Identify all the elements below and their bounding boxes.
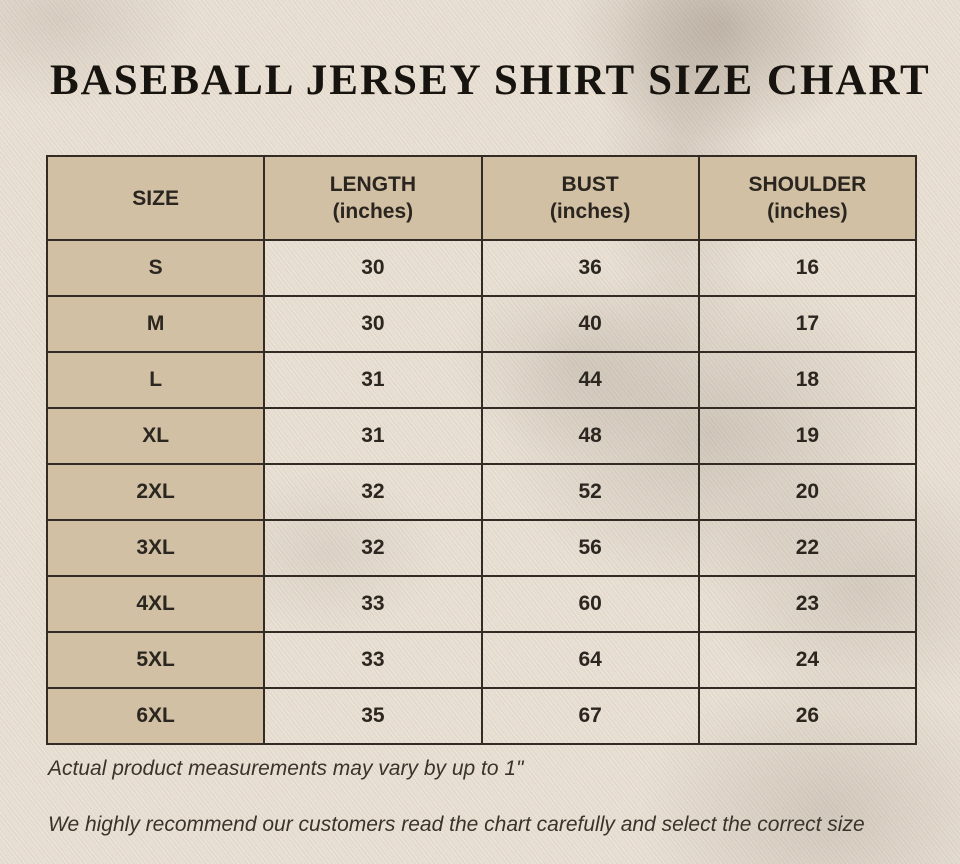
- bust-value-cell: 67: [480, 687, 700, 745]
- measurement-variance-note: Actual product measurements may vary by …: [48, 757, 524, 780]
- shoulder-value-cell: 17: [697, 295, 918, 353]
- length-value-cell: 30: [263, 295, 483, 353]
- table-row: 4XL 33 60 23: [45, 575, 918, 633]
- table-row: S 30 36 16: [45, 239, 918, 297]
- header-row: SIZE LENGTH (inches) BUST (inches) SHOULDE…: [45, 155, 918, 241]
- length-value-cell: 33: [263, 575, 483, 633]
- column-header-unit: (inches): [332, 200, 414, 223]
- length-value-cell: 31: [263, 351, 483, 409]
- length-value-cell: 32: [263, 519, 483, 577]
- bust-value-cell: 36: [480, 239, 700, 297]
- shoulder-value-cell: 19: [697, 407, 918, 465]
- length-value-cell: 35: [263, 687, 483, 745]
- length-value-cell: 30: [263, 239, 483, 297]
- column-header-length: LENGTH (inches): [263, 155, 483, 241]
- shoulder-value-cell: 26: [697, 687, 918, 745]
- length-value-cell: 33: [263, 631, 483, 689]
- shoulder-value-cell: 20: [697, 463, 918, 521]
- shoulder-value-cell: 24: [697, 631, 918, 689]
- length-value-cell: 32: [263, 463, 483, 521]
- column-header-bust: BUST (inches): [480, 155, 700, 241]
- length-value-cell: 31: [263, 407, 483, 465]
- size-label-cell: 3XL: [45, 519, 266, 577]
- column-header-label: SHOULDER: [748, 173, 867, 196]
- bust-value-cell: 44: [480, 351, 700, 409]
- bust-value-cell: 40: [480, 295, 700, 353]
- size-label-cell: S: [45, 239, 266, 297]
- bust-value-cell: 64: [480, 631, 700, 689]
- column-header-label: BUST: [561, 173, 619, 196]
- column-header-label: SIZE: [132, 186, 179, 210]
- table-row: L 31 44 18: [45, 351, 918, 409]
- column-header-label: LENGTH: [329, 173, 417, 196]
- table-row: 5XL 33 64 24: [45, 631, 918, 689]
- table-row: 6XL 35 67 26: [45, 687, 918, 745]
- column-header-size: SIZE: [45, 155, 266, 241]
- size-label-cell: XL: [45, 407, 266, 465]
- table-row: M 30 40 17: [45, 295, 918, 353]
- bust-value-cell: 52: [480, 463, 700, 521]
- size-label-cell: 4XL: [45, 575, 266, 633]
- size-label-cell: 5XL: [45, 631, 266, 689]
- table-row: 2XL 32 52 20: [45, 463, 918, 521]
- column-header-shoulder: SHOULDER (inches): [697, 155, 918, 241]
- table-row: XL 31 48 19: [45, 407, 918, 465]
- shoulder-value-cell: 16: [697, 239, 918, 297]
- column-header-unit: (inches): [549, 200, 631, 223]
- size-label-cell: M: [45, 295, 266, 353]
- bust-value-cell: 60: [480, 575, 700, 633]
- shoulder-value-cell: 23: [697, 575, 918, 633]
- bust-value-cell: 48: [480, 407, 700, 465]
- recommendation-note: We highly recommend our customers read t…: [48, 813, 865, 836]
- size-label-cell: L: [45, 351, 266, 409]
- shoulder-value-cell: 22: [697, 519, 918, 577]
- shoulder-value-cell: 18: [697, 351, 918, 409]
- size-label-cell: 6XL: [45, 687, 266, 745]
- size-chart-table: SIZE LENGTH (inches) BUST (inches) SHOULDE…: [45, 155, 918, 745]
- table-row: 3XL 32 56 22: [45, 519, 918, 577]
- page-title: BASEBALL JERSEY SHIRT SIZE CHART: [50, 57, 931, 104]
- bust-value-cell: 56: [480, 519, 700, 577]
- column-header-unit: (inches): [767, 200, 848, 223]
- size-label-cell: 2XL: [45, 463, 266, 521]
